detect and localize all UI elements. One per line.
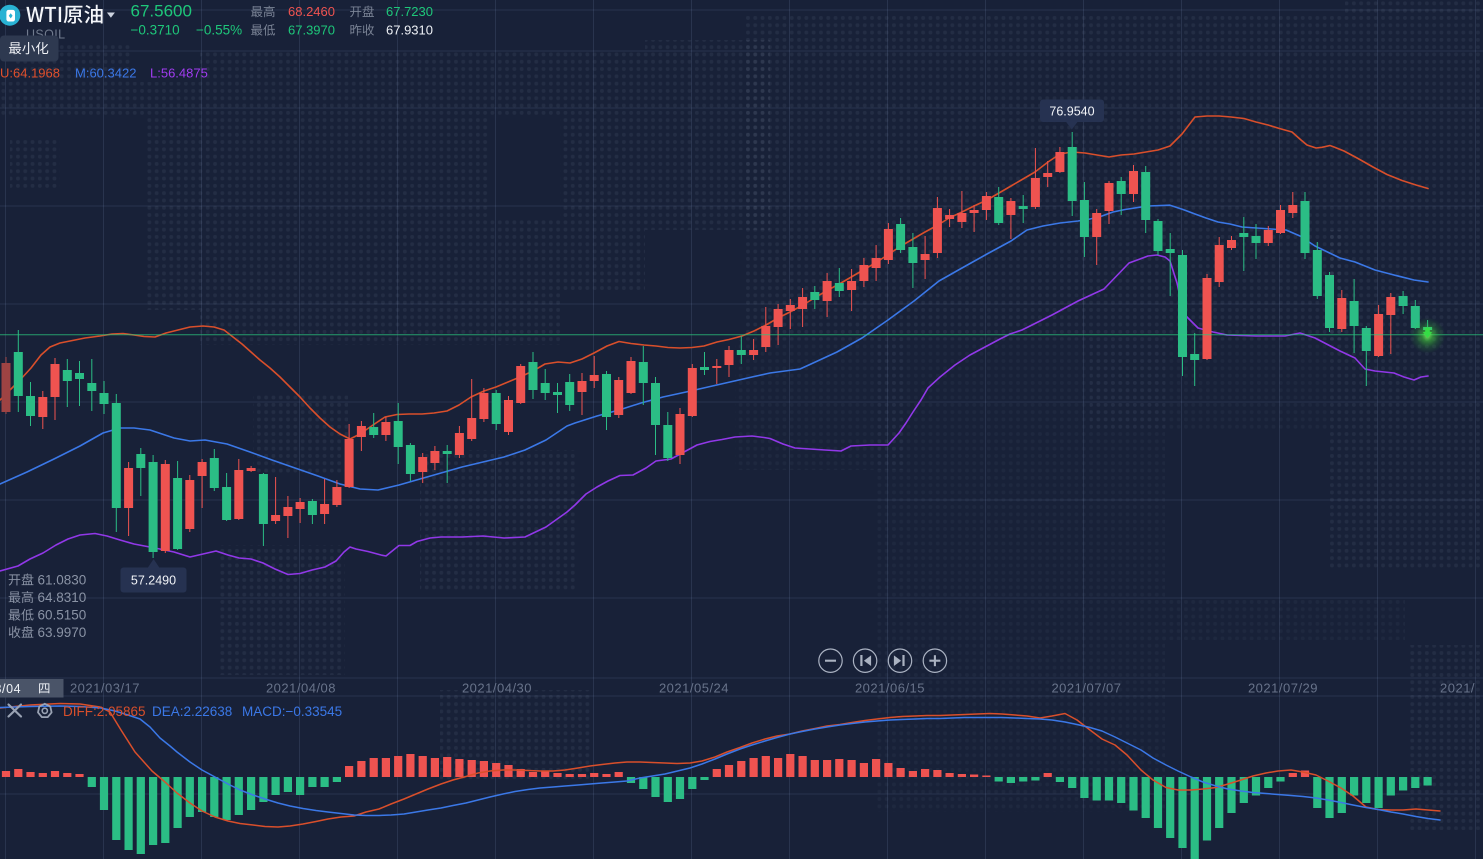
svg-text:U:64.1968: U:64.1968 xyxy=(0,66,60,81)
svg-text:61.0830: 61.0830 xyxy=(38,573,87,588)
svg-text:2021/07/29: 2021/07/29 xyxy=(1248,681,1318,696)
svg-text:2021/: 2021/ xyxy=(1440,681,1475,696)
svg-text:DIFF:2.05865: DIFF:2.05865 xyxy=(63,704,146,719)
svg-text:2021/07/07: 2021/07/07 xyxy=(1051,681,1121,696)
svg-text:3/04: 3/04 xyxy=(0,682,21,696)
svg-text:67.7230: 67.7230 xyxy=(386,4,433,19)
svg-text:M:60.3422: M:60.3422 xyxy=(75,66,136,81)
svg-text:76.9540: 76.9540 xyxy=(1049,104,1094,118)
svg-text:2021/05/24: 2021/05/24 xyxy=(659,681,729,696)
svg-text:68.2460: 68.2460 xyxy=(288,4,335,19)
svg-text:64.8310: 64.8310 xyxy=(38,590,87,605)
svg-text:L:56.4875: L:56.4875 xyxy=(150,66,208,81)
svg-text:−0.55%: −0.55% xyxy=(196,23,242,38)
svg-text:−0.3710: −0.3710 xyxy=(131,23,180,38)
svg-text:60.5150: 60.5150 xyxy=(38,608,87,623)
svg-text:2021/04/30: 2021/04/30 xyxy=(462,681,532,696)
svg-text:MACD:−0.33545: MACD:−0.33545 xyxy=(242,704,342,719)
svg-text:DEA:2.22638: DEA:2.22638 xyxy=(152,704,232,719)
svg-text:67.5600: 67.5600 xyxy=(131,1,192,20)
svg-text:2021/04/08: 2021/04/08 xyxy=(266,681,336,696)
svg-text:67.9310: 67.9310 xyxy=(386,23,433,38)
svg-text:67.3970: 67.3970 xyxy=(288,23,335,38)
svg-text:57.2490: 57.2490 xyxy=(131,574,176,588)
svg-text:63.9970: 63.9970 xyxy=(38,625,87,640)
svg-text:2021/06/15: 2021/06/15 xyxy=(855,681,925,696)
svg-text:2021/03/17: 2021/03/17 xyxy=(70,681,140,696)
